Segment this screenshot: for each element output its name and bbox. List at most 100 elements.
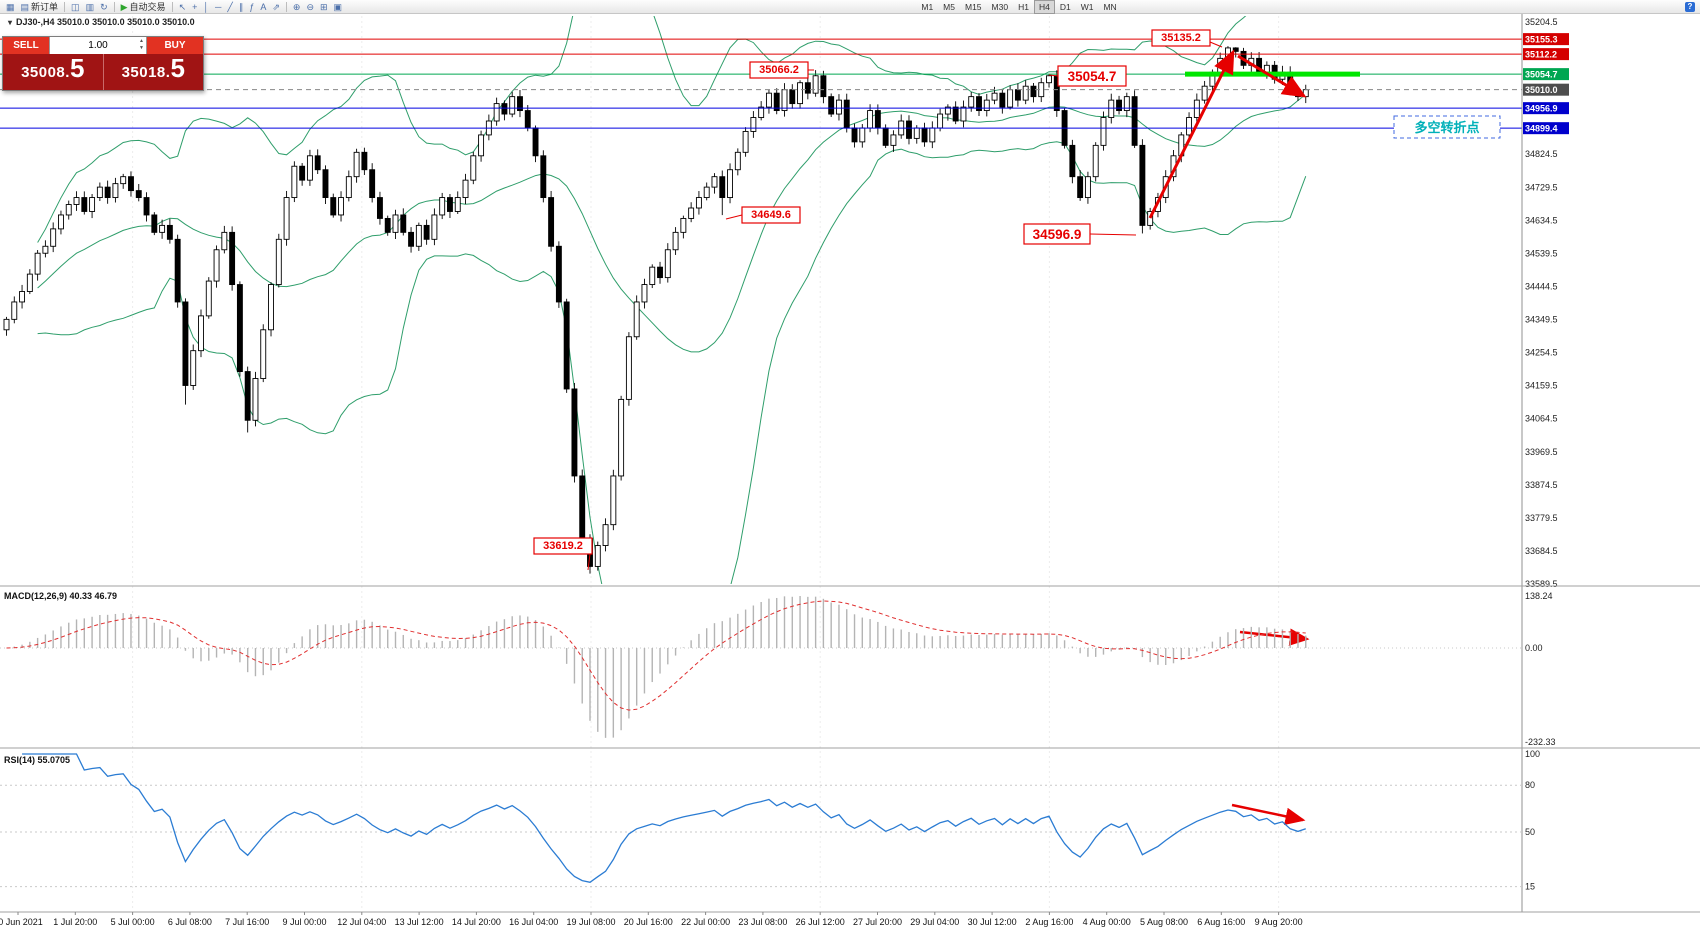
svg-text:35155.3: 35155.3 [1525,35,1558,45]
indicators-icon[interactable]: ▣ [331,1,346,13]
auto-trading-button[interactable]: ▶ 自动交易 [118,1,169,13]
svg-text:-232.33: -232.33 [1525,737,1556,747]
svg-text:34254.5: 34254.5 [1525,348,1558,358]
horizontal-line-icon-glyph: ─ [215,1,222,12]
svg-text:33619.2: 33619.2 [543,540,583,552]
equidistant-channel-icon[interactable]: ∥ [236,1,247,13]
svg-text:33684.5: 33684.5 [1525,546,1558,556]
sell-button[interactable]: SELL [3,37,49,54]
svg-text:35112.2: 35112.2 [1525,50,1557,60]
crosshair-icon[interactable]: + [189,1,200,13]
svg-text:15: 15 [1525,882,1535,892]
svg-text:34159.5: 34159.5 [1525,381,1558,391]
callout-low-33619[interactable]: 33619.2 [533,537,593,555]
volume-down-icon[interactable]: ▼ [139,45,144,51]
svg-text:35010.0: 35010.0 [1525,85,1558,95]
help-icon[interactable]: ? [1685,1,1695,12]
svg-text:5 Jul 00:00: 5 Jul 00:00 [111,917,155,927]
refresh-icon[interactable]: ↻ [97,1,111,13]
rsi-arrow [1231,803,1306,825]
navigator-icon[interactable]: ▥ [83,1,98,13]
fibonacci-icon[interactable]: ƒ [246,1,257,13]
bid-price[interactable]: 35008. 5 [3,54,104,90]
svg-text:34444.5: 34444.5 [1525,281,1558,291]
new-chart-icon-glyph: ▦ [6,1,15,12]
toolbar-separator [113,1,115,12]
ask-price[interactable]: 35018. 5 [104,54,204,90]
svg-text:33779.5: 33779.5 [1525,513,1558,523]
svg-text:7 Jul 16:00: 7 Jul 16:00 [225,917,269,927]
svg-text:29 Jul 04:00: 29 Jul 04:00 [910,917,959,927]
zoom-out-icon[interactable]: ⊖ [303,1,317,13]
new-chart-icon[interactable]: ▦ [3,1,18,13]
svg-text:2 Aug 16:00: 2 Aug 16:00 [1025,917,1073,927]
horizontal-line-icon[interactable]: ─ [212,1,224,13]
new-order-button-label: 新订单 [31,2,59,12]
price-axis[interactable]: 35204.5 34824.5 34729.5 34634.5 34539.5 34444… [1521,14,1569,912]
svg-text:19 Jul 08:00: 19 Jul 08:00 [566,917,615,927]
chart-canvas[interactable]: 35135.2 35066.2 35054.7 34649.6 34596.9 33619… [0,14,1700,942]
indicators-icon-glyph: ▣ [333,1,343,12]
svg-text:138.24: 138.24 [1525,591,1553,601]
timeframe-m1[interactable]: M1 [921,1,934,12]
text-label-icon[interactable]: A [257,1,269,13]
candles [3,46,1309,574]
vertical-line-icon-glyph: │ [203,1,209,12]
arrow-object-icon-glyph: ⇗ [272,1,280,12]
timeframe-w1[interactable]: W1 [1080,1,1094,12]
svg-text:16 Jul 04:00: 16 Jul 04:00 [509,917,558,927]
period-separators [132,16,1280,910]
axis-label-34899.4: 34899.4 [1523,122,1569,135]
svg-text:9 Aug 20:00: 9 Aug 20:00 [1255,917,1303,927]
svg-text:27 Jul 20:00: 27 Jul 20:00 [853,917,902,927]
bid-price-main: 35008. [21,64,70,81]
callout-level-35054[interactable]: 35054.7 [1057,65,1127,87]
volume-up-icon[interactable]: ▲ [139,38,144,44]
svg-text:20 Jul 16:00: 20 Jul 16:00 [624,917,673,927]
buy-button[interactable]: BUY [147,37,203,54]
vertical-line-icon[interactable]: │ [200,1,212,13]
chart-profiles-icon[interactable]: ◫ [68,1,83,13]
trade-prices-row: 35008. 5 35018. 5 [3,54,203,90]
axis-label-35054.7: 35054.7 [1523,68,1569,81]
timeframe-d1[interactable]: D1 [1059,1,1071,12]
callout-low-34649[interactable]: 34649.6 [741,206,801,224]
volume-value: 1.00 [88,40,108,51]
svg-text:34729.5: 34729.5 [1525,182,1558,192]
zoom-in-icon[interactable]: ⊕ [290,1,304,13]
turning-point-note[interactable]: 多空转折点 [1393,115,1501,139]
tile-windows-icon[interactable]: ⊞ [317,1,331,13]
trendline-icon[interactable]: ╱ [224,1,235,13]
toolbar-separator [285,1,287,12]
arrow-object-icon[interactable]: ⇗ [269,1,283,13]
cursor-icon[interactable]: ↖ [176,1,190,13]
one-click-trading-panel: SELL 1.00 ▲ ▼ BUY 35008. 5 35018. 5 [2,36,204,91]
symbol-dropdown-icon[interactable]: ▾ [8,17,13,27]
timeframe-m30[interactable]: M30 [991,1,1009,12]
callout-high-35135[interactable]: 35135.2 [1151,29,1211,47]
svg-text:22 Jul 00:00: 22 Jul 00:00 [681,917,730,927]
bid-price-big: 5 [69,53,85,83]
svg-text:30 Jul 12:00: 30 Jul 12:00 [968,917,1017,927]
price-levels [0,38,1522,129]
callout-high-35066[interactable]: 35066.2 [749,61,809,79]
svg-text:14 Jul 20:00: 14 Jul 20:00 [452,917,501,927]
timeframe-h4[interactable]: H4 [1033,0,1055,14]
new-order-button[interactable]: ▤ 新订单 [18,1,62,13]
timeframe-h1[interactable]: H1 [1018,1,1029,12]
auto-trading-glyph: ▶ [120,1,128,12]
svg-text:100: 100 [1525,749,1540,759]
price-callouts: 35135.2 35066.2 35054.7 34649.6 34596.9 33619… [533,29,1223,571]
axis-label-34956.9: 34956.9 [1523,102,1569,115]
timeframe-m5[interactable]: M5 [943,1,955,12]
callout-low-34596[interactable]: 34596.9 [1023,223,1091,245]
svg-text:6 Aug 16:00: 6 Aug 16:00 [1197,917,1245,927]
tile-windows-icon-glyph: ⊞ [319,1,328,12]
volume-input[interactable]: 1.00 ▲ ▼ [49,37,147,54]
time-axis[interactable]: 30 Jun 2021 1 Jul 20:00 5 Jul 00:00 6 Jul 0… [0,912,1303,927]
timeframe-m15[interactable]: M15 [964,1,982,12]
svg-text:5 Aug 08:00: 5 Aug 08:00 [1140,917,1188,927]
timeframe-mn[interactable]: MN [1103,1,1117,12]
trendline-icon-glyph: ╱ [227,1,233,12]
